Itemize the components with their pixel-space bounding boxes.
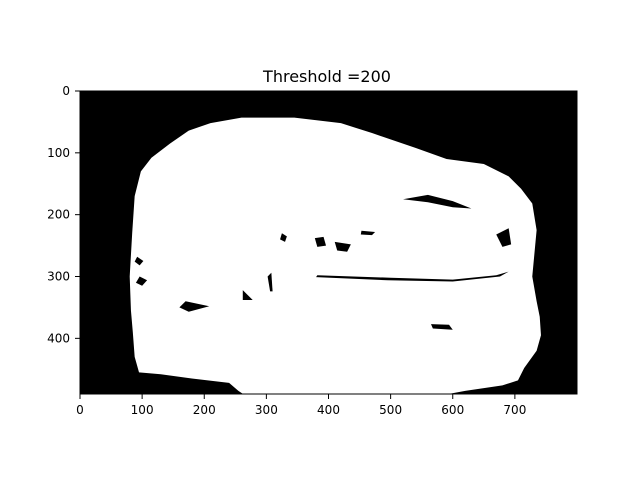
y-tick-label: 400: [47, 331, 70, 345]
x-tick-label: 700: [503, 403, 526, 417]
front-lip-dark: [431, 324, 453, 330]
upper-trim-shadow: [403, 194, 472, 209]
x-axis-ticks: 0 100 200 300 400 500 600 700: [76, 394, 526, 417]
left-edge-notch-1: [134, 256, 144, 266]
y-axis-ticks: 0 100 200 300 400: [47, 84, 80, 345]
front-grille-line: [267, 272, 273, 292]
lower-bumper-line: [316, 271, 509, 282]
x-tick-label: 0: [76, 403, 84, 417]
right-headlight-dark: [496, 228, 512, 247]
x-tick-label: 300: [255, 403, 278, 417]
left-bumper-dark-2: [242, 290, 253, 301]
x-tick-label: 200: [193, 403, 216, 417]
y-tick-label: 100: [47, 146, 70, 160]
center-grille-mark-1: [314, 236, 327, 247]
rear-bump: [483, 186, 503, 203]
x-tick-label: 500: [379, 403, 402, 417]
left-grille-mark: [280, 233, 287, 242]
roof-patch: [424, 180, 441, 191]
x-tick-label: 600: [441, 403, 464, 417]
left-bumper-dark-1: [179, 301, 210, 312]
center-grille-mark-2: [334, 241, 351, 252]
left-edge-notch-2: [135, 276, 148, 286]
plot-group: [79, 90, 578, 401]
mid-grille-slash: [360, 230, 376, 236]
x-tick-label: 400: [317, 403, 340, 417]
y-tick-label: 300: [47, 270, 70, 284]
y-tick-label: 0: [62, 84, 70, 98]
x-tick-label: 100: [131, 403, 154, 417]
chart-title: Threshold =200: [262, 67, 391, 86]
y-tick-label: 200: [47, 208, 70, 222]
